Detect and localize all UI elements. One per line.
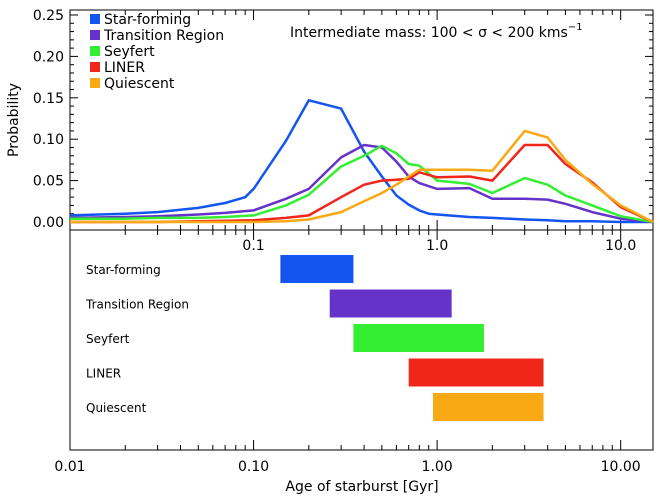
mass-annotation: Intermediate mass: 100 < σ < 200 kms−1 [290, 22, 583, 41]
age-range-plot-frame [69, 229, 654, 451]
bar-label-star-forming: Star-forming [86, 263, 161, 277]
legend-swatch-transition-region [90, 30, 100, 40]
legend-swatch-liner [90, 62, 100, 72]
probability-panel: 0.00 0.05 0.10 0.15 0.20 0.25 0.1 1.0 10.0 Star… [6, 8, 654, 254]
probability-curves [69, 99, 654, 224]
bar-label-seyfert: Seyfert [86, 332, 130, 346]
probability-y-ticks: 0.00 0.05 0.10 0.15 0.20 0.25 [33, 8, 653, 231]
probability-x-ticks: 0.1 1.0 10.0 [69, 10, 636, 254]
bar-label-liner: LINER [86, 367, 121, 381]
legend-swatch-quiescent [90, 78, 100, 88]
x-tick-label: 10.0 [605, 238, 636, 254]
legend-label-transition-region: Transition Region [103, 28, 224, 44]
mass-annotation-text: Intermediate mass: 100 < σ < 200 kms [290, 25, 568, 41]
bar-label-transition-region: Transition Region [85, 298, 189, 312]
x-tick-label: 0.1 [242, 238, 264, 254]
age-range-bar-transition-region [329, 289, 452, 318]
y-tick-label: 0.10 [33, 132, 64, 148]
y-tick-label: 0.05 [33, 174, 64, 190]
x-tick-label: 1.0 [426, 238, 448, 254]
age-range-x-ticks: 0.01 0.10 1.00 10.00 [54, 230, 641, 475]
legend-label-liner: LINER [104, 60, 145, 76]
y-tick-label: 0.15 [33, 91, 64, 107]
bar-label-quiescent: Quiescent [86, 401, 147, 415]
age-range-bar-liner [408, 358, 544, 387]
age-range-bar-quiescent [433, 393, 544, 421]
age-range-bars: Star-forming Transition Region Seyfert LINE… [85, 255, 544, 421]
bottom-x-tick-label: 1.00 [422, 459, 453, 475]
y-tick-label: 0.20 [33, 49, 64, 65]
curve-transition-region [69, 143, 654, 224]
age-range-panel: 0.01 0.10 1.00 10.00 Star-forming Transition… [54, 229, 654, 495]
legend-label-seyfert: Seyfert [104, 44, 155, 60]
curve-quiescent [70, 129, 654, 224]
age-range-bar-seyfert [353, 324, 484, 352]
bottom-x-tick-label: 0.10 [238, 459, 269, 475]
y-tick-label: 0.25 [33, 8, 64, 24]
legend-swatch-star-forming [90, 14, 100, 24]
curve-liner [70, 143, 654, 224]
legend-swatch-seyfert [90, 46, 100, 56]
legend-label-star-forming: Star-forming [104, 12, 191, 28]
legend-label-quiescent: Quiescent [104, 76, 175, 92]
age-range-bar-star-forming [280, 255, 354, 283]
y-axis-label: Probability [6, 83, 22, 157]
bottom-x-tick-label: 0.01 [54, 459, 85, 475]
y-tick-label: 0.00 [33, 215, 64, 231]
curve-star-forming [69, 99, 653, 224]
curve-seyfert [70, 144, 654, 224]
bottom-x-tick-label: 10.00 [601, 459, 641, 475]
mass-annotation-superscript: −1 [568, 22, 583, 33]
x-axis-label: Age of starburst [Gyr] [285, 479, 438, 495]
